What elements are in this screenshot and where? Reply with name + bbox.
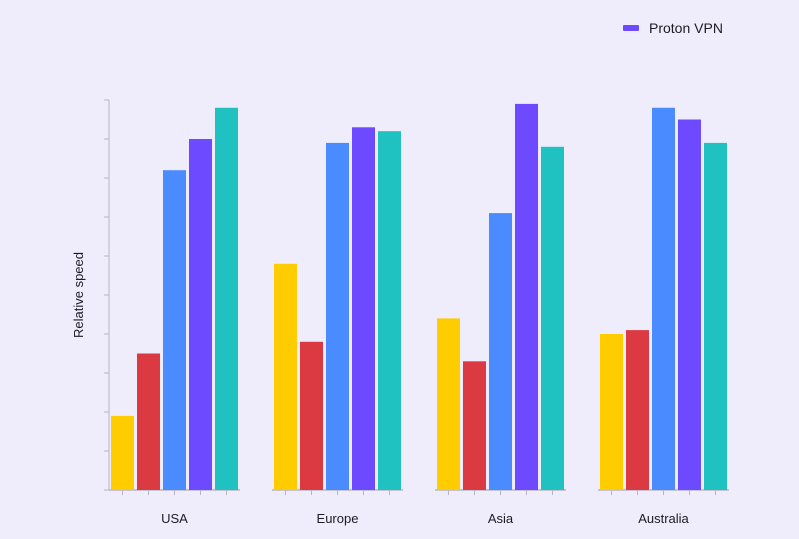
legend: Proton VPN (623, 20, 723, 36)
bar-australia-series-1 (600, 334, 623, 490)
bar-europe-series-2 (300, 341, 323, 490)
group-asia: Asia (435, 103, 566, 526)
bar-europe-series-3 (326, 142, 349, 490)
x-tick-label-asia: Asia (488, 511, 514, 526)
group-usa: USA (109, 107, 240, 526)
bar-usa-series-1 (111, 415, 134, 490)
x-tick-label-usa: USA (161, 511, 188, 526)
bar-usa-series-3 (163, 170, 186, 490)
y-axis-label: Relative speed (71, 252, 86, 338)
bar-asia-series-1 (437, 318, 460, 490)
bar-usa-series-5 (215, 107, 238, 491)
group-europe: Europe (272, 127, 403, 526)
y-axis (104, 99, 110, 491)
bar-europe-series-1 (274, 263, 297, 490)
bar-europe-proton-vpn (352, 127, 375, 491)
bar-asia-series-5 (541, 146, 564, 491)
bar-groups: USA Europe Asia Australia (109, 103, 729, 526)
bar-europe-series-5 (378, 131, 401, 490)
bar-usa-series-2 (137, 353, 160, 490)
bar-usa-proton-vpn (189, 139, 212, 490)
bar-asia-proton-vpn (515, 103, 538, 491)
bar-australia-series-2 (626, 330, 649, 490)
bar-asia-series-3 (489, 213, 512, 490)
x-tick-label-australia: Australia (638, 511, 689, 526)
x-tick-label-europe: Europe (317, 511, 359, 526)
bar-asia-series-2 (463, 361, 486, 490)
bar-australia-series-5 (704, 142, 727, 490)
legend-label-proton-vpn: Proton VPN (649, 20, 723, 36)
bar-australia-proton-vpn (678, 119, 701, 490)
group-australia: Australia (598, 107, 729, 526)
bar-australia-series-3 (652, 107, 675, 491)
legend-swatch-proton-vpn (623, 25, 639, 31)
